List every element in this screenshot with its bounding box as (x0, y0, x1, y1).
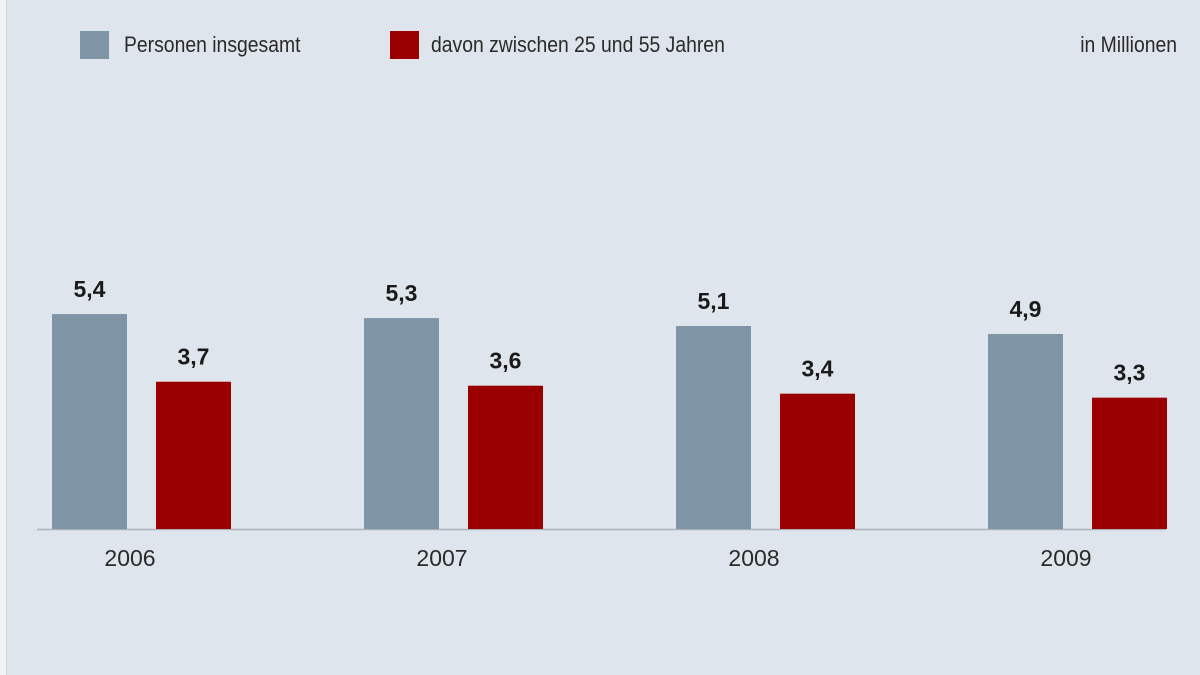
bar-2008-series-1 (780, 393, 855, 529)
legend-label-25-55-jahre: davon zwischen 25 und 55 Jahren (431, 32, 725, 57)
bar-2008-series-0 (676, 326, 751, 529)
bar-2009-series-1 (1092, 397, 1167, 529)
bar-2009-series-0 (988, 333, 1063, 529)
bar-2006-series-0 (52, 314, 127, 529)
bar-2007-series-0 (364, 318, 439, 529)
bar-2007-series-1 (468, 385, 543, 529)
x-tick-label-2007: 2007 (416, 545, 467, 571)
data-label-2009-series-0: 4,9 (1010, 296, 1042, 322)
unit-label: in Millionen (1080, 32, 1177, 57)
bar-2006-series-1 (156, 381, 231, 529)
legend-swatch-personen-insgesamt (80, 31, 109, 59)
x-tick-label-2008: 2008 (728, 545, 779, 571)
x-tick-label-2009: 2009 (1040, 545, 1091, 571)
data-label-2008-series-0: 5,1 (698, 288, 730, 314)
data-label-2006-series-1: 3,7 (178, 344, 210, 370)
data-label-2006-series-0: 5,4 (74, 276, 106, 302)
data-label-2009-series-1: 3,3 (1114, 360, 1146, 386)
data-label-2008-series-1: 3,4 (802, 356, 834, 382)
data-label-2007-series-0: 5,3 (386, 280, 418, 306)
left-border (0, 0, 7, 675)
x-tick-label-2006: 2006 (104, 545, 155, 571)
legend-swatch-25-55-jahre (390, 31, 419, 59)
data-label-2007-series-1: 3,6 (490, 348, 522, 374)
legend-label-personen-insgesamt: Personen insgesamt (124, 32, 301, 57)
